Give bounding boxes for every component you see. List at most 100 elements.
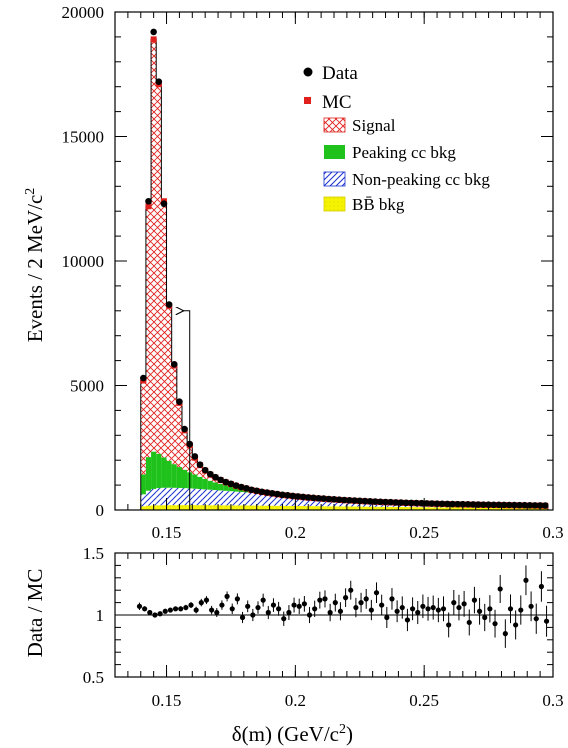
x-tick-label: 0.15 [152,691,182,710]
legend: Data MC Signal Peaking cc bkg Non-peakin… [303,63,490,214]
bar-bbbar [212,505,219,510]
data-point [351,497,358,504]
bar-nonpeaking [274,494,280,506]
ratio-point [492,621,498,627]
ratio-point [224,593,230,600]
bar-peaking [228,486,234,492]
data-point [310,494,317,502]
legend-data-marker [303,67,313,77]
data-point [454,500,461,508]
ratio-point [358,600,364,606]
bar-bbbar [527,508,533,510]
ratio-point [456,604,462,611]
bar-peaking [238,488,244,493]
data-point [464,501,472,508]
x-tick-label: 0.2 [285,691,306,710]
data-point [145,197,152,205]
data-point [253,487,261,495]
bar-bbbar [398,506,404,510]
bar-bbbar [424,507,430,510]
data-point [392,499,400,506]
bar-nonpeaking [310,497,316,507]
bar-peaking [151,451,157,489]
data-point [212,473,219,481]
ratio-point [471,597,478,603]
ratio-panel: 0.15 0.2 0.25 0.3 0.5 1 1.5 Data / MC δ(m) (G… [23,544,564,746]
data-point [480,501,487,508]
bar-peaking [161,457,167,488]
cut-arrow [183,311,191,510]
ratio-point [136,603,143,609]
data-point [495,501,503,509]
ratio-point [162,608,168,614]
bar-bbbar [233,505,239,510]
ratio-point [281,616,287,622]
bar-bbbar [336,506,342,510]
bar-nonpeaking [151,488,157,506]
data-point [505,501,513,509]
ratio-point [286,609,292,616]
bar-nonpeaking [140,494,146,507]
top-y-axis-label: Events / 2 MeV/c2 [23,188,47,343]
x-axis-label: δ(m) (GeV/c2) [232,722,353,746]
ratio-point [219,602,225,608]
ratio-point [487,606,493,612]
legend-signal-swatch [323,117,346,133]
bar-nonpeaking [156,488,162,506]
ratio-point [430,604,436,611]
ratio-point [461,601,467,607]
bar-nonpeaking [321,497,327,507]
ratio-point [301,601,307,607]
data-point [207,470,214,478]
bar-bbbar [166,505,172,510]
ratio-point [523,577,529,583]
data-point [469,501,477,508]
bar-peaking [176,467,182,488]
bar-signal [166,305,172,461]
bar-peaking [223,485,229,491]
data-point [196,461,204,468]
x-tick-label: 0.2 [285,523,306,542]
bar-peaking [218,483,224,491]
bar-bbbar [532,508,538,510]
data-point [181,425,188,433]
bar-bbbar [516,508,523,510]
ratio-point [291,602,297,608]
data-point [284,492,291,499]
bar-bbbar [455,507,461,510]
bar-signal [202,470,208,479]
bar-bbbar [197,505,203,510]
bar-signal [171,365,177,465]
bar-nonpeaking [223,490,229,506]
legend-peaking-label: Peaking cc bkg [352,143,456,162]
ratio-point [466,619,472,626]
ratio-point [435,607,441,613]
data-point [150,28,157,36]
data-point [521,501,528,509]
data-point [315,494,322,502]
data-point [237,483,245,491]
ratio-point [198,600,204,606]
bar-bbbar [496,507,502,510]
ratio-y-tick-labels: 0.5 1 1.5 [83,544,104,687]
bar-nonpeaking [269,494,275,506]
ratio-x-tick-labels: 0.15 0.2 0.25 0.3 [152,691,564,710]
bar-bbbar [285,505,291,510]
bar-signal [145,206,152,458]
bar-bbbar [145,505,152,510]
bar-bbbar [300,506,306,510]
bar-peaking [197,476,203,490]
bar-nonpeaking [166,487,172,506]
y-tick-label: 0.5 [83,668,104,687]
data-point [366,498,374,505]
bar-bbbar [439,507,445,510]
y-tick-label: 5000 [70,377,104,396]
bar-nonpeaking [254,493,260,506]
data-point [423,500,431,507]
ratio-point [538,583,545,590]
bar-bbbar [171,505,177,510]
bar-signal [197,465,203,477]
bar-peaking [166,460,172,488]
data-point [263,489,271,496]
legend-bbbar-swatch [323,196,346,212]
